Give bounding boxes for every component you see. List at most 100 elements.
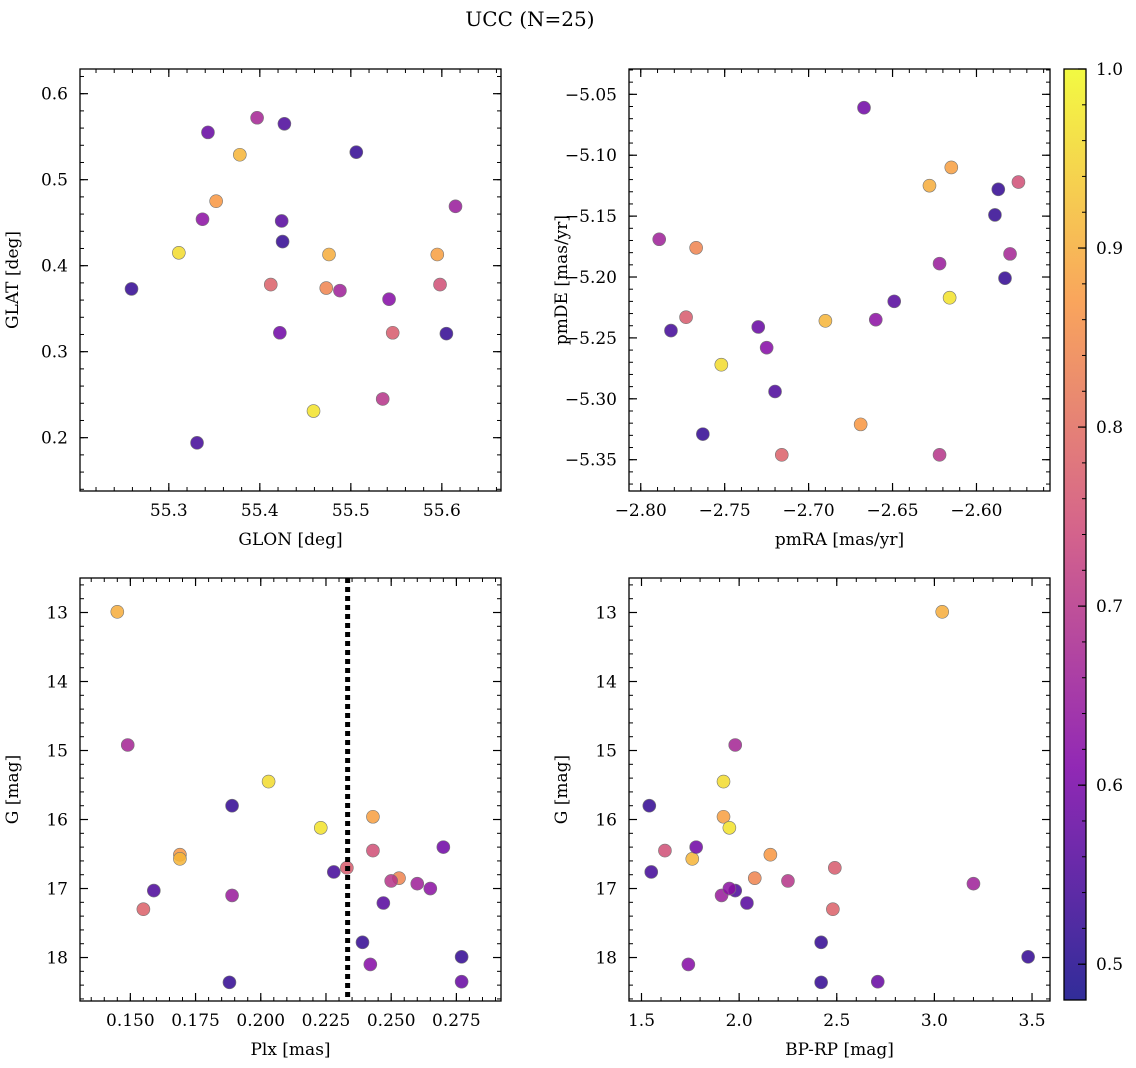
- data-point: [225, 888, 239, 903]
- scatter-points: [110, 605, 469, 990]
- minor-ticks: [80, 578, 501, 1001]
- y-axis-label: pmDE [mas/yr]: [552, 215, 572, 345]
- data-point: [868, 312, 883, 327]
- x-tick-label: −2.60: [950, 501, 1002, 521]
- data-point: [147, 883, 161, 898]
- x-tick-label: 0.150: [106, 1011, 155, 1031]
- data-point: [722, 881, 737, 896]
- data-point: [870, 974, 885, 989]
- y-tick-label: −5.35: [565, 451, 617, 471]
- data-point: [689, 240, 703, 255]
- y-tick-label: 14: [46, 673, 68, 693]
- data-point: [277, 116, 292, 131]
- x-axis-label: pmRA [mas/yr]: [775, 530, 904, 550]
- x-tick-label: 0.225: [302, 1011, 351, 1031]
- y-tick-label: 0.3: [41, 343, 68, 363]
- data-point: [322, 247, 336, 262]
- y-tick-label: 16: [46, 811, 68, 831]
- panels: 55.3 55.4 55.5 55.6 0.2 0.3 0.4 0.5 0.6 GLON [deg…: [3, 68, 1051, 1060]
- data-point: [932, 256, 947, 271]
- data-point: [1003, 247, 1017, 261]
- colorbar-fill: [1064, 69, 1086, 1000]
- data-point: [201, 125, 215, 140]
- data-point: [366, 809, 380, 824]
- data-point: [944, 160, 959, 175]
- data-point: [222, 975, 237, 990]
- data-point: [423, 881, 438, 896]
- data-point: [696, 427, 710, 441]
- data-point: [439, 326, 454, 341]
- data-point: [363, 957, 378, 972]
- data-point: [366, 843, 380, 858]
- data-point: [642, 798, 657, 813]
- data-point: [722, 820, 737, 835]
- y-tick-label: 17: [46, 880, 68, 900]
- data-point: [375, 392, 390, 406]
- data-point: [454, 974, 469, 989]
- data-point: [966, 876, 981, 891]
- x-tick-label: −2.70: [783, 501, 835, 521]
- y-tick-label: 0.6: [41, 85, 68, 105]
- y-tick-label: −5.25: [565, 329, 617, 349]
- x-tick-label: 1.5: [628, 1011, 655, 1031]
- data-point: [991, 182, 1006, 197]
- data-point: [355, 935, 370, 950]
- data-point: [716, 809, 731, 824]
- data-point: [306, 404, 321, 418]
- data-point: [225, 798, 239, 813]
- y-axis-label: G [mag]: [3, 755, 23, 824]
- x-tick-label: 3.5: [1019, 1011, 1046, 1031]
- y-axis-label: G [mag]: [552, 755, 572, 824]
- data-point: [988, 208, 1002, 222]
- y-tick-label: 14: [595, 673, 617, 693]
- panel-pmra-pmde: −2.80 −2.75 −2.70 −2.65 −2.60 −5.35 −5.30 −5.25…: [552, 68, 1051, 550]
- y-tick-label: 0.5: [41, 171, 68, 191]
- data-point: [326, 865, 341, 879]
- figure-title: UCC (N=25): [465, 7, 594, 31]
- data-point: [681, 957, 696, 972]
- data-point: [349, 145, 364, 159]
- x-tick-label: 0.275: [432, 1011, 481, 1031]
- data-point: [384, 874, 398, 888]
- data-point: [814, 975, 828, 990]
- y-tick-label: −5.10: [565, 146, 617, 166]
- x-tick-label: −2.80: [615, 501, 667, 521]
- data-point: [932, 448, 947, 462]
- data-point: [385, 325, 400, 340]
- y-tick-label: −5.15: [565, 207, 617, 227]
- data-point: [781, 874, 795, 888]
- data-point: [998, 271, 1012, 286]
- data-point: [436, 840, 451, 854]
- x-tick-label: 55.3: [150, 501, 188, 521]
- y-tick-label: 17: [595, 880, 617, 900]
- data-point: [664, 323, 678, 338]
- x-tick-label: 2.0: [726, 1011, 753, 1031]
- data-point: [448, 199, 463, 214]
- data-point: [774, 448, 789, 462]
- data-point: [273, 325, 287, 340]
- y-tick-label: 15: [595, 742, 617, 762]
- y-tick-label: −5.05: [565, 85, 617, 105]
- data-point: [190, 436, 204, 450]
- data-point: [120, 738, 135, 752]
- colorbar-tick-label: 0.6: [1096, 776, 1123, 796]
- data-point: [763, 847, 778, 862]
- data-point: [376, 896, 391, 910]
- plot-frame: [628, 68, 1051, 492]
- minor-ticks: [629, 69, 1050, 491]
- scatter-points: [652, 100, 1026, 462]
- data-point: [853, 417, 868, 432]
- scatter-points: [642, 605, 1035, 990]
- data-point: [828, 861, 842, 875]
- data-point: [195, 212, 210, 227]
- x-tick-label: 0.250: [367, 1011, 416, 1031]
- colorbar-tick-label: 1.0: [1096, 60, 1123, 80]
- x-axis-label: GLON [deg]: [238, 530, 342, 550]
- x-tick-label: 2.5: [823, 1011, 850, 1031]
- x-tick-label: 55.5: [332, 501, 370, 521]
- y-tick-label: 18: [46, 949, 68, 969]
- data-point: [172, 245, 186, 260]
- data-point: [689, 840, 703, 854]
- data-point: [818, 314, 833, 328]
- y-tick-label: 18: [595, 949, 617, 969]
